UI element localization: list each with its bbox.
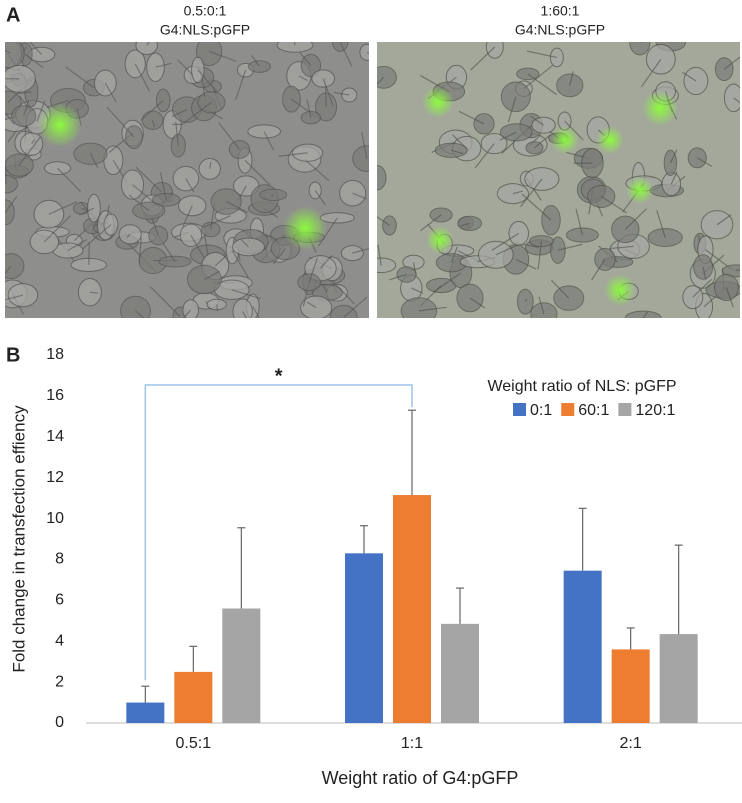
gfp-cell [283, 206, 327, 250]
y-tick-label: 0 [55, 714, 64, 731]
bar [222, 609, 260, 723]
y-tick-label: 12 [46, 469, 64, 486]
cell [458, 216, 482, 230]
y-tick-label: 14 [46, 428, 64, 445]
y-tick-label: 6 [55, 592, 64, 609]
significance-marker: * [275, 365, 283, 387]
cell [588, 185, 615, 207]
gfp-cell [426, 226, 454, 254]
bar [612, 649, 650, 723]
cell [367, 258, 396, 273]
legend-swatch [561, 403, 574, 416]
y-tick-label: 16 [46, 387, 64, 404]
bar [174, 672, 212, 723]
legend-label: 120:1 [635, 402, 675, 419]
gfp-cell [642, 90, 678, 126]
gfp-cell [551, 126, 579, 154]
cell [371, 66, 396, 88]
x-tick-label: 1:1 [401, 735, 423, 752]
x-axis-label: Weight ratio of G4:pGFP [322, 768, 519, 788]
cell-process [291, 17, 295, 45]
gfp-cell [626, 176, 654, 204]
cell [486, 36, 503, 59]
bar [126, 703, 164, 723]
x-tick-label: 2:1 [620, 735, 642, 752]
image-caption: G4:NLS:pGFP [515, 22, 605, 38]
cell [724, 84, 742, 112]
y-tick-label: 10 [46, 510, 64, 527]
panel-label: B [6, 344, 20, 366]
cell [233, 299, 252, 324]
cell [509, 221, 529, 245]
cell [0, 175, 18, 193]
cell [12, 106, 36, 127]
legend-swatch [618, 403, 631, 416]
cell-process [642, 26, 671, 42]
cell [94, 70, 116, 96]
cell [298, 274, 321, 291]
gfp-cell [596, 126, 624, 154]
panel-label: A [6, 4, 20, 26]
cell [0, 38, 24, 68]
cell [277, 38, 313, 52]
legend-title: Weight ratio of NLS: pGFP [487, 378, 676, 395]
bar [564, 571, 602, 723]
x-tick-label: 0.5:1 [176, 735, 212, 752]
y-tick-label: 4 [55, 632, 64, 649]
cell [20, 133, 42, 156]
gfp-cell [38, 103, 82, 147]
image-caption: 0.5:0:1 [184, 3, 227, 19]
micrograph [350, 20, 742, 325]
bar [441, 624, 479, 723]
y-tick-label: 2 [55, 673, 64, 690]
gfp-cell [422, 86, 454, 118]
cell [121, 296, 151, 325]
legend-swatch [513, 403, 526, 416]
cell [340, 180, 366, 206]
cell-process [640, 20, 665, 42]
image-caption: 1:60:1 [541, 3, 580, 19]
cell [625, 311, 661, 325]
cell [0, 254, 24, 279]
cell [211, 189, 241, 215]
cell [301, 111, 320, 123]
legend-label: 0:1 [530, 402, 552, 419]
gfp-cell [604, 274, 636, 306]
legend-label: 60:1 [578, 402, 609, 419]
cell [595, 248, 615, 270]
bar [393, 495, 431, 723]
micrograph [0, 17, 391, 336]
cell-process [89, 242, 90, 265]
y-tick-label: 18 [46, 346, 64, 363]
bar [345, 553, 383, 723]
y-axis-label: Fold change in transfection effiency [9, 405, 28, 673]
cell [133, 202, 165, 219]
image-caption: G4:NLS:pGFP [160, 22, 250, 38]
bar [660, 634, 698, 723]
y-tick-label: 8 [55, 551, 64, 568]
cell [554, 286, 584, 310]
